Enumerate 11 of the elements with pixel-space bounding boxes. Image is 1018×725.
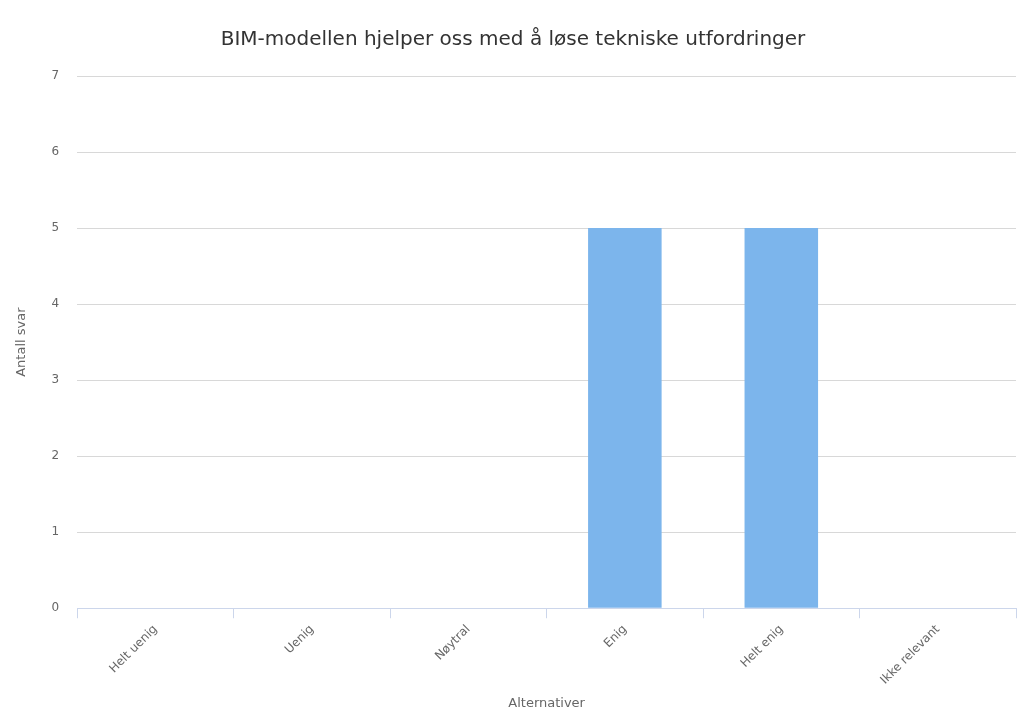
y-tick-label: 1 [51, 524, 60, 539]
y-tick-label: 7 [51, 68, 60, 83]
y-tick-label: 4 [51, 296, 60, 311]
chart-title: BIM-modellen hjelper oss med å løse tekniske utfordringer [220, 26, 807, 51]
y-tick-label: 2 [51, 448, 60, 463]
y-tick-label: 5 [51, 220, 60, 235]
y-axis-title: Antall svar [13, 306, 29, 377]
y-tick-label: 3 [51, 372, 60, 387]
x-axis-title: Alternativer [508, 694, 586, 710]
y-tick-label: 6 [51, 144, 60, 159]
y-tick-label: 0 [51, 600, 60, 615]
